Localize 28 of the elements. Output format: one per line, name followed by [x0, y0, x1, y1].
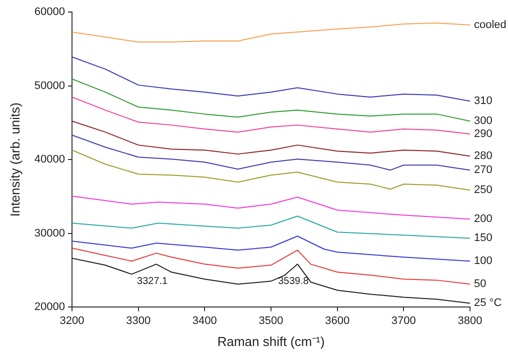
x-tick-label: 3300 [126, 314, 151, 327]
x-tick-label: 3200 [60, 314, 84, 327]
series-label: 50 [474, 278, 486, 290]
series-label: 250 [474, 184, 492, 196]
series-label: 270 [474, 164, 492, 176]
annotation: 3327.1 [137, 276, 168, 287]
series-label: 25 °C [474, 297, 502, 310]
series-label: 200 [474, 213, 492, 226]
x-tick-label: 3600 [325, 314, 350, 327]
y-axis-title: Intensity (arb. units) [7, 102, 22, 217]
y-tick-label: 20000 [34, 301, 65, 314]
y-tick-label: 50000 [34, 80, 65, 92]
x-axis-title: Raman shift (cm⁻¹) [217, 334, 325, 349]
series-label: 280 [474, 150, 492, 162]
x-tick-label: 3800 [458, 314, 482, 327]
series-label: 150 [474, 232, 492, 244]
series-label: 300 [474, 115, 492, 128]
y-tick-label: 30000 [34, 227, 65, 240]
x-tick-label: 3700 [391, 314, 416, 327]
series-label: cooled [474, 19, 506, 32]
x-tick-label: 3500 [258, 314, 284, 327]
x-tick-label: 3400 [192, 314, 217, 327]
series-label: 290 [474, 128, 492, 140]
series-label: 100 [474, 255, 492, 268]
annotation: 3539.8 [278, 276, 310, 287]
series-label: 310 [474, 95, 492, 108]
y-tick-label: 60000 [34, 6, 65, 18]
y-tick-label: 40000 [34, 154, 65, 166]
